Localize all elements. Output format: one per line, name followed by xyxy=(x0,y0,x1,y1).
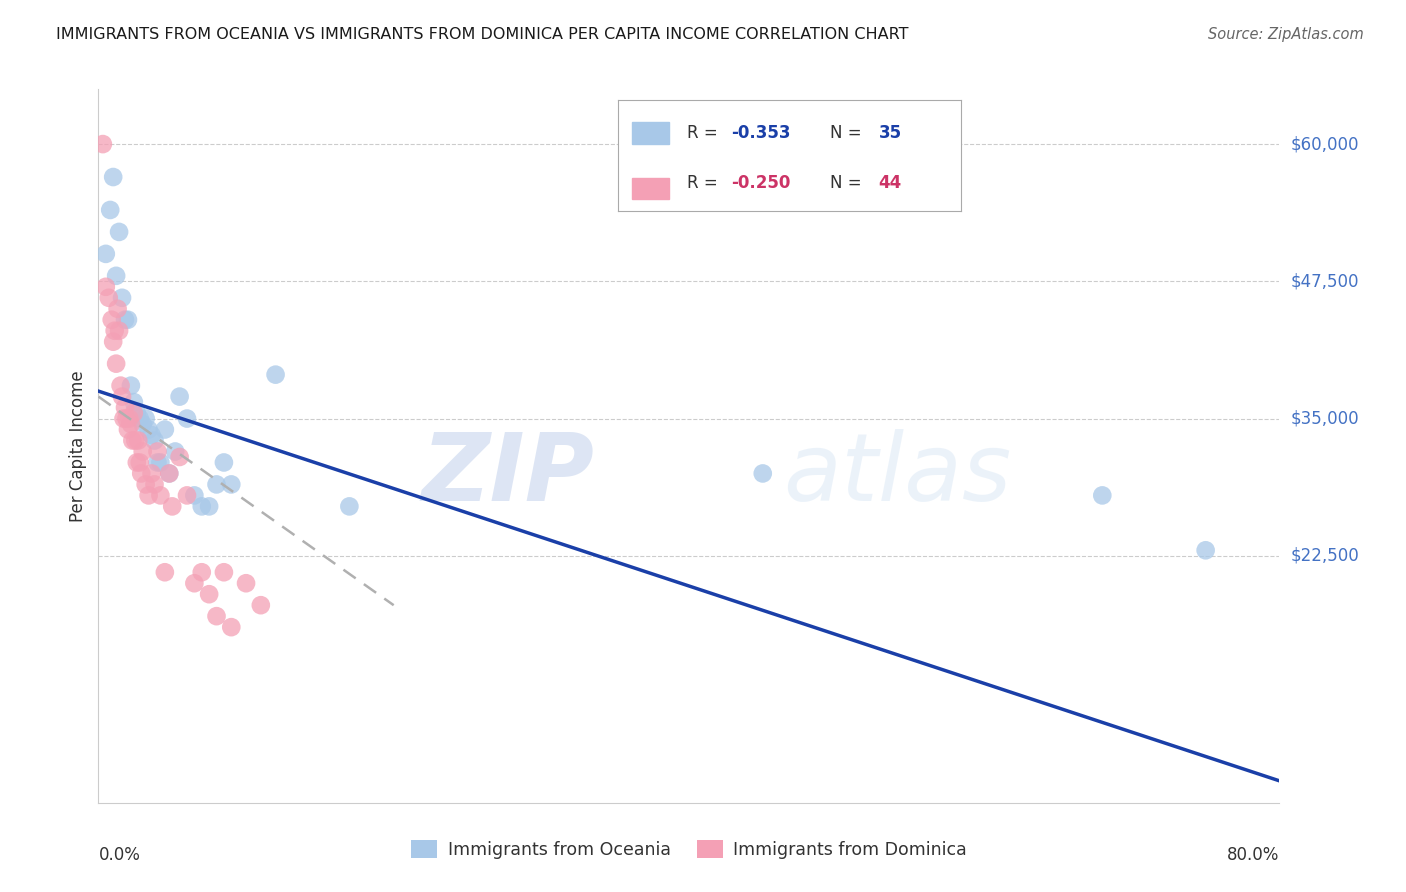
Point xyxy=(120,417,142,431)
Point xyxy=(135,411,157,425)
Point xyxy=(169,450,191,464)
Point xyxy=(128,411,150,425)
Point xyxy=(198,587,221,601)
Point xyxy=(128,455,150,469)
Point xyxy=(176,411,198,425)
Point xyxy=(149,488,172,502)
Point xyxy=(124,434,146,448)
Point xyxy=(138,423,160,437)
Point xyxy=(127,434,149,448)
Point xyxy=(153,566,176,580)
Point xyxy=(112,411,135,425)
Point xyxy=(165,444,187,458)
Text: $60,000: $60,000 xyxy=(1291,135,1360,153)
Point xyxy=(1091,488,1114,502)
Point xyxy=(198,500,221,514)
Text: Source: ZipAtlas.com: Source: ZipAtlas.com xyxy=(1208,27,1364,42)
Point xyxy=(105,357,128,371)
Point xyxy=(108,225,131,239)
Point xyxy=(146,444,169,458)
Point xyxy=(143,477,166,491)
Point xyxy=(97,291,120,305)
Point xyxy=(219,477,242,491)
Point xyxy=(183,576,205,591)
Legend: Immigrants from Oceania, Immigrants from Dominica: Immigrants from Oceania, Immigrants from… xyxy=(404,833,974,865)
Point xyxy=(153,423,176,437)
Point xyxy=(120,378,142,392)
Text: atlas: atlas xyxy=(783,429,1012,520)
Point xyxy=(94,280,117,294)
Point xyxy=(129,467,152,481)
Point xyxy=(122,395,145,409)
Point xyxy=(183,488,205,502)
Point xyxy=(117,423,139,437)
Point xyxy=(149,455,172,469)
Y-axis label: Per Capita Income: Per Capita Income xyxy=(69,370,87,522)
Point xyxy=(125,455,148,469)
Point xyxy=(157,467,180,481)
Point xyxy=(135,477,157,491)
Point xyxy=(111,291,134,305)
Point xyxy=(107,301,129,316)
Point xyxy=(132,417,155,431)
Point xyxy=(146,455,169,469)
Point xyxy=(114,312,136,326)
Point xyxy=(219,620,242,634)
Point xyxy=(1195,543,1218,558)
Point xyxy=(91,137,114,152)
Point xyxy=(132,444,155,458)
Point xyxy=(110,378,132,392)
Point xyxy=(235,576,257,591)
Point xyxy=(205,609,228,624)
Point xyxy=(104,324,127,338)
Point xyxy=(118,411,141,425)
Point xyxy=(751,467,773,481)
Point xyxy=(114,401,136,415)
Point xyxy=(141,428,163,442)
Point xyxy=(115,411,138,425)
Text: $47,500: $47,500 xyxy=(1291,272,1360,290)
Point xyxy=(212,566,235,580)
Point xyxy=(264,368,287,382)
Point xyxy=(141,467,163,481)
Point xyxy=(157,467,180,481)
Text: $22,500: $22,500 xyxy=(1291,547,1360,565)
Point xyxy=(143,434,166,448)
Text: 0.0%: 0.0% xyxy=(98,846,141,863)
Point xyxy=(108,324,131,338)
Point xyxy=(98,202,121,217)
Point xyxy=(162,500,183,514)
Point xyxy=(125,406,148,420)
Point xyxy=(169,390,191,404)
Text: ZIP: ZIP xyxy=(422,428,595,521)
Point xyxy=(337,500,360,514)
Point xyxy=(212,455,235,469)
Point xyxy=(205,477,228,491)
Point xyxy=(105,268,128,283)
Point xyxy=(100,312,122,326)
Point xyxy=(122,406,145,420)
Point xyxy=(191,500,214,514)
Point xyxy=(94,247,117,261)
Text: IMMIGRANTS FROM OCEANIA VS IMMIGRANTS FROM DOMINICA PER CAPITA INCOME CORRELATIO: IMMIGRANTS FROM OCEANIA VS IMMIGRANTS FR… xyxy=(56,27,908,42)
Point xyxy=(117,312,139,326)
Text: $35,000: $35,000 xyxy=(1291,409,1360,427)
Point xyxy=(138,488,160,502)
Point xyxy=(191,566,214,580)
Point xyxy=(121,434,143,448)
Point xyxy=(103,334,125,349)
Text: 80.0%: 80.0% xyxy=(1227,846,1279,863)
Point xyxy=(111,390,134,404)
Point xyxy=(103,169,125,184)
Point xyxy=(250,598,273,612)
Point xyxy=(176,488,198,502)
